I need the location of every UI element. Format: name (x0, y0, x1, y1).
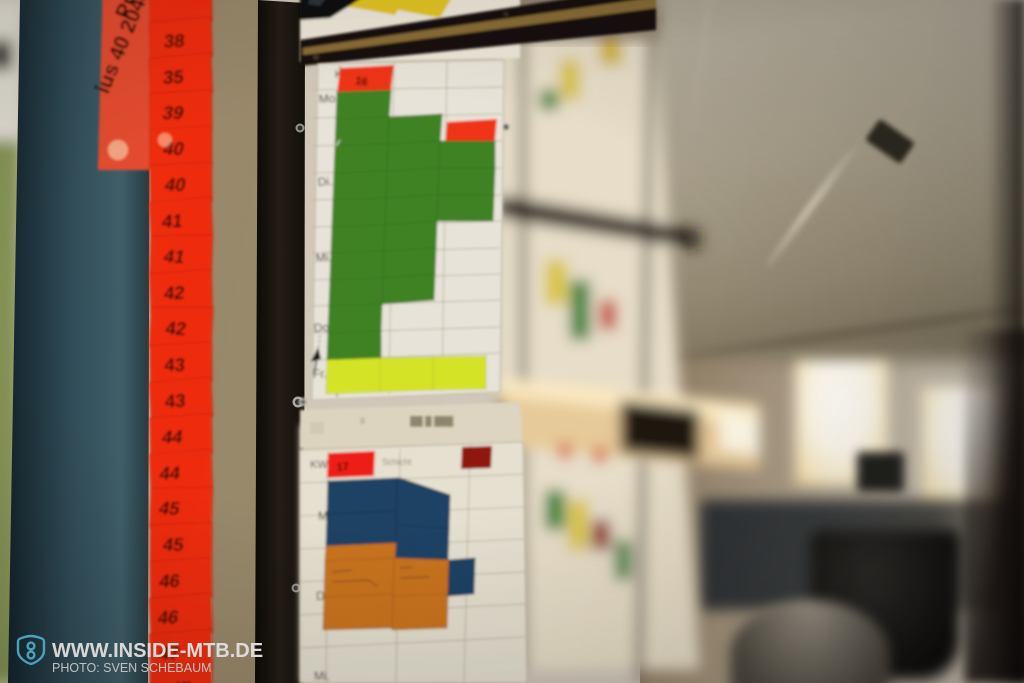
svg-text:42: 42 (163, 282, 186, 304)
svg-text:41: 41 (161, 210, 184, 232)
svg-text:43: 43 (164, 354, 186, 375)
svg-text:Mi.: Mi. (314, 669, 330, 683)
svg-text:17: 17 (336, 461, 349, 474)
svg-text:Schicht: Schicht (382, 457, 412, 467)
svg-text:II: II (360, 416, 365, 426)
svg-text:Mi.: Mi. (315, 250, 332, 265)
svg-text:16: 16 (355, 75, 369, 89)
svg-text:██ █ ███: ██ █ ███ (410, 415, 454, 427)
svg-text:43: 43 (165, 390, 186, 412)
svg-text:Mo.: Mo. (318, 91, 339, 106)
svg-text:39: 39 (161, 102, 186, 123)
svg-text:Di.: Di. (317, 174, 332, 189)
svg-text:PHOTO: SVEN SCHEBAUM: PHOTO: SVEN SCHEBAUM (52, 661, 212, 675)
svg-text:47: 47 (168, 678, 192, 683)
svg-text:42: 42 (164, 317, 188, 339)
svg-text:38: 38 (163, 30, 185, 52)
svg-text:46: 46 (158, 570, 181, 591)
svg-text:44: 44 (160, 426, 185, 447)
svg-text:46: 46 (156, 606, 180, 628)
svg-text:45: 45 (162, 534, 185, 555)
svg-text:44: 44 (158, 462, 182, 484)
svg-text:35: 35 (162, 66, 185, 88)
svg-text:40: 40 (163, 174, 187, 195)
svg-text:KW: KW (310, 459, 328, 471)
svg-text:WWW.INSIDE-MTB.DE: WWW.INSIDE-MTB.DE (52, 640, 263, 662)
